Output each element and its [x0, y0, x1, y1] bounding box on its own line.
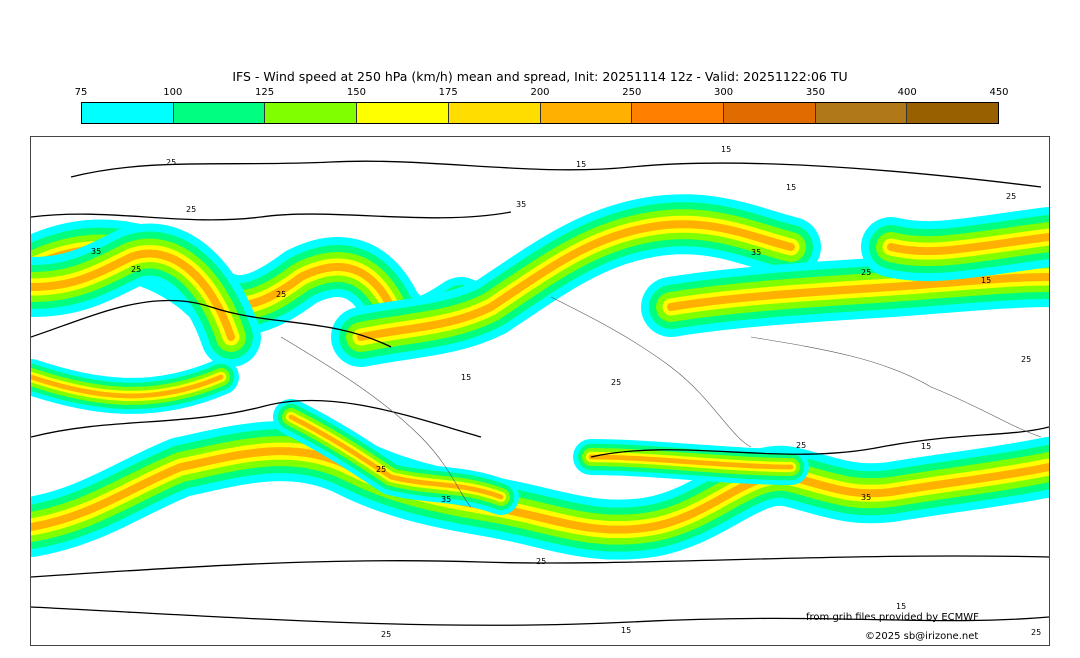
- copyright: ©2025 sb@irizone.net: [865, 631, 979, 642]
- colorbar-swatch: [448, 103, 541, 123]
- colorbar-tick: 300: [714, 87, 734, 98]
- contour-label: 25: [611, 378, 621, 387]
- contour-label: 15: [621, 626, 631, 635]
- wind-map-svg: 25 15 25 35 35 25 15 15 25 35 25 15 15 25 25 35 25 25 35 25…: [1, 145, 1079, 639]
- colorbar-swatch: [907, 103, 999, 123]
- colorbar: [81, 102, 999, 124]
- wind-speed-band: [887, 233, 1053, 256]
- colorbar-swatch: [540, 103, 633, 123]
- colorbar-tick: 200: [530, 87, 550, 98]
- wind-speed-band: [27, 447, 1053, 534]
- chart-title: IFS - Wind speed at 250 hPa (km/h) mean …: [232, 69, 848, 84]
- colorbar-tick: 150: [346, 87, 366, 98]
- contour-label: 25: [186, 205, 196, 214]
- contour-label: 35: [516, 200, 526, 209]
- colorbar-swatch: [815, 103, 908, 123]
- contour-label: 25: [1031, 628, 1041, 637]
- contour-label: 25: [131, 265, 141, 274]
- country-borders: [280, 296, 1042, 508]
- colorbar-swatch: [82, 103, 174, 123]
- contour-label: 25: [276, 290, 286, 299]
- contour-label: 15: [461, 373, 471, 382]
- contour-label: 15: [721, 145, 731, 154]
- source-credit: from grib files provided by ECMWF: [806, 612, 979, 623]
- coastlines: [30, 160, 1050, 626]
- contour-label: 15: [921, 442, 931, 451]
- contour-label: 25: [861, 268, 871, 277]
- contour-label: 15: [576, 160, 586, 169]
- contour-label: 25: [536, 557, 546, 566]
- contour-label: 25: [381, 630, 391, 639]
- colorbar-swatch: [357, 103, 449, 123]
- colorbar-swatch: [265, 103, 358, 123]
- contour-label: 35: [861, 493, 871, 502]
- wind-speed-band: [27, 249, 235, 341]
- contour-label: 15: [981, 276, 991, 285]
- colorbar-tick: 350: [805, 87, 825, 98]
- colorbar-swatch: [173, 103, 266, 123]
- colorbar-swatch: [632, 103, 724, 123]
- wind-speed-band: [667, 273, 1053, 311]
- colorbar-tick: 400: [897, 87, 917, 98]
- colorbar-swatch: [723, 103, 816, 123]
- contour-label: 25: [1021, 355, 1031, 364]
- contour-label: 15: [896, 602, 906, 611]
- colorbar-tick: 75: [74, 87, 88, 98]
- wind-speed-band: [288, 414, 504, 500]
- contour-label: 25: [376, 465, 386, 474]
- wind-map: 25 15 25 35 35 25 15 15 25 35 25 15 15 25 25 35 25 25 35 25…: [1, 136, 1079, 646]
- contour-label: 35: [441, 495, 451, 504]
- colorbar-tick: 100: [163, 87, 183, 98]
- colorbar-tick: 175: [438, 87, 458, 98]
- wind-speed-band: [28, 374, 224, 399]
- contour-label: 35: [91, 247, 101, 256]
- colorbar-tick: 450: [989, 87, 1009, 98]
- contour-label: 25: [796, 441, 806, 450]
- contour-label: 25: [166, 158, 176, 167]
- contour-label: 35: [751, 248, 761, 257]
- contour-label: 25: [1006, 192, 1016, 201]
- colorbar-tick: 125: [255, 87, 275, 98]
- wind-speed-band: [588, 454, 794, 470]
- wind-speed-band: [357, 220, 795, 341]
- colorbar-tick: 250: [622, 87, 642, 98]
- contour-label: 15: [786, 183, 796, 192]
